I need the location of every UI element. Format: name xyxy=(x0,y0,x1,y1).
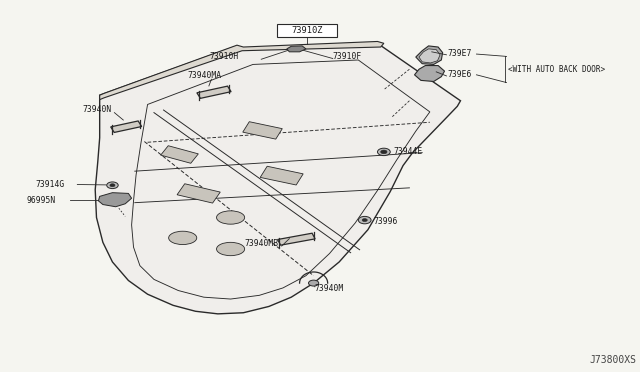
Polygon shape xyxy=(161,146,198,163)
Text: 73914G: 73914G xyxy=(36,180,65,189)
Text: 73940MB: 73940MB xyxy=(244,239,279,248)
Ellipse shape xyxy=(216,242,244,256)
Polygon shape xyxy=(415,65,445,81)
Polygon shape xyxy=(100,41,384,100)
Polygon shape xyxy=(95,43,461,314)
Polygon shape xyxy=(416,46,443,64)
Circle shape xyxy=(362,219,367,222)
Circle shape xyxy=(107,182,118,189)
Text: 73940MA: 73940MA xyxy=(188,71,222,80)
Circle shape xyxy=(381,150,387,154)
Text: 73910Z: 73910Z xyxy=(291,26,323,35)
Circle shape xyxy=(378,148,390,155)
Polygon shape xyxy=(419,49,440,63)
Text: 739E7: 739E7 xyxy=(448,49,472,58)
Polygon shape xyxy=(260,166,303,185)
Polygon shape xyxy=(99,193,132,207)
Text: 73910H: 73910H xyxy=(210,52,239,61)
Text: 73940N: 73940N xyxy=(83,105,112,114)
Polygon shape xyxy=(197,86,231,98)
Polygon shape xyxy=(243,122,282,139)
Ellipse shape xyxy=(169,231,196,244)
Text: 73944E: 73944E xyxy=(394,147,422,156)
Text: <WITH AUTO BACK DOOR>: <WITH AUTO BACK DOOR> xyxy=(508,65,605,74)
Text: 739E6: 739E6 xyxy=(448,70,472,79)
Text: 73940M: 73940M xyxy=(315,283,344,292)
Text: 73910F: 73910F xyxy=(333,51,362,61)
Circle shape xyxy=(110,184,115,187)
Circle shape xyxy=(308,280,319,286)
Polygon shape xyxy=(278,233,315,245)
FancyBboxPatch shape xyxy=(277,24,337,37)
Text: 73996: 73996 xyxy=(374,218,398,227)
Polygon shape xyxy=(177,184,220,203)
Circle shape xyxy=(358,217,371,224)
Text: 96995N: 96995N xyxy=(26,196,56,205)
Polygon shape xyxy=(287,46,306,52)
Text: J73800XS: J73800XS xyxy=(589,355,636,365)
Ellipse shape xyxy=(216,211,244,224)
Polygon shape xyxy=(111,121,141,132)
